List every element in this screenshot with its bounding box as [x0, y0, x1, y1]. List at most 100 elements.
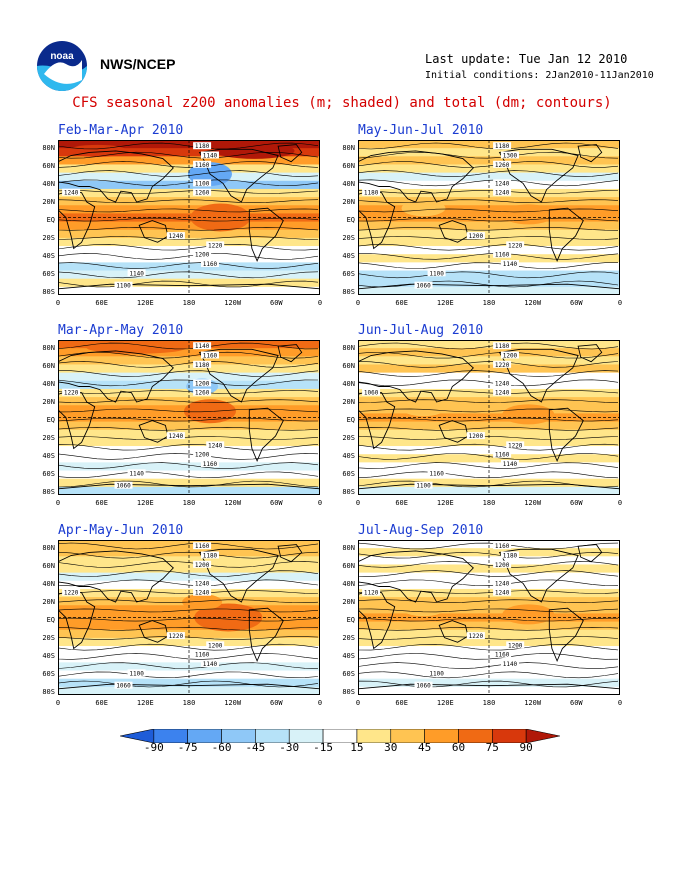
height-contour: [57, 342, 319, 350]
contour-label: 1240: [495, 590, 510, 597]
contour-label: 1260: [195, 390, 210, 397]
contour-label-bg: [193, 342, 212, 350]
contour-label: 1200: [503, 353, 518, 360]
longitude-tick-label: 120W: [224, 299, 242, 307]
height-contour: [57, 462, 319, 469]
contour-label-bg: [62, 588, 81, 596]
height-contour: [57, 208, 319, 213]
panel-title: Apr-May-Jun 2010: [58, 523, 184, 538]
latitude-tick-label: 80N: [342, 344, 355, 352]
height-contour: [357, 417, 619, 422]
contour-label: 1240: [64, 190, 79, 197]
height-contour: [57, 653, 319, 660]
height-contour: [57, 599, 319, 604]
contour-label: 1140: [129, 270, 144, 277]
contour-label: 1220: [64, 590, 79, 597]
coastline: [357, 150, 474, 203]
contour-label-bg: [200, 460, 219, 467]
latitude-tick-label: 80N: [42, 144, 55, 152]
contour-label: 1180: [203, 553, 218, 560]
height-contour: [57, 551, 319, 559]
latitude-tick-label: 40S: [342, 252, 355, 260]
contour-label: 1240: [195, 580, 210, 587]
contour-label: 1200: [195, 380, 210, 387]
anomaly-band: [358, 364, 620, 374]
contour-label: 1160: [495, 543, 510, 550]
map-canvas: 1160 1180 1200 1240 1240 1220 1200 1160 1140 1100…: [57, 540, 321, 696]
coastline: [248, 607, 284, 663]
longitude-tick-label: 0: [617, 699, 623, 707]
contour-label-bg: [193, 188, 212, 196]
anomaly-band: [58, 478, 320, 488]
anomaly-map: 1180 1140 1160 1100 1260 1240 1220 1200 1160 1140…: [57, 140, 321, 296]
coastline: [577, 544, 603, 563]
contour-label-bg: [493, 542, 512, 550]
contour-label-bg: [193, 250, 212, 258]
contour-label-bg: [193, 579, 212, 587]
anomaly-band: [58, 364, 320, 374]
height-contour: [357, 643, 619, 651]
height-contour: [57, 226, 319, 231]
anomaly-band: [358, 164, 620, 174]
anomaly-band: [58, 388, 320, 398]
height-contour: [357, 379, 619, 387]
latitude-tick-label: EQ: [46, 616, 55, 624]
contour-label: 1180: [495, 343, 510, 350]
figure-title: CFS seasonal z200 anomalies (m; shaded) …: [72, 95, 612, 111]
contour-label: 1140: [503, 461, 518, 468]
longitude-tick-label: 120W: [524, 299, 542, 307]
contour-label-bg: [62, 388, 81, 396]
map-frame: [58, 140, 320, 295]
contour-label-bg: [166, 232, 185, 240]
longitude-tick-label: 60E: [395, 699, 408, 707]
contour-label: 1200: [195, 252, 210, 259]
height-contour: [57, 626, 319, 631]
contour-label-bg: [114, 681, 133, 689]
contour-label: 1160: [495, 652, 510, 659]
contour-label-bg: [200, 660, 219, 667]
longitude-tick-label: 120W: [524, 699, 542, 707]
anomaly-band: [358, 470, 620, 480]
latitude-tick-label: 80S: [42, 288, 55, 296]
height-contour: [57, 590, 319, 594]
contour-label: 1160: [203, 353, 218, 360]
height-contour: [357, 199, 619, 204]
latitude-tick-label: EQ: [46, 216, 55, 224]
height-contour: [357, 243, 619, 251]
height-contour: [357, 561, 619, 568]
map-frame: [58, 540, 320, 695]
height-contour: [357, 190, 619, 194]
height-contour: [357, 227, 619, 231]
latitude-tick-label: 60S: [342, 270, 355, 278]
contour-label: 1300: [503, 153, 518, 160]
contour-label-bg: [506, 241, 525, 249]
height-contour: [57, 190, 319, 194]
height-contour: [357, 462, 619, 469]
contour-label: 1240: [195, 590, 210, 597]
anomaly-band: [58, 229, 320, 239]
anomaly-band: [58, 429, 320, 439]
contour-label: 1100: [116, 283, 131, 290]
longitude-tick-label: 0: [355, 299, 361, 307]
contour-label-bg: [193, 542, 212, 550]
height-contour: [57, 561, 319, 568]
contour-label-bg: [427, 469, 446, 477]
latitude-tick-label: 60S: [342, 470, 355, 478]
height-contour: [357, 570, 619, 577]
latitude-tick-label: EQ: [346, 416, 355, 424]
contour-label-bg: [414, 281, 433, 289]
longitude-tick-label: 60E: [95, 299, 108, 307]
anomaly-band: [358, 654, 620, 663]
height-contour: [57, 417, 319, 422]
height-contour: [357, 142, 619, 150]
contour-label: 1120: [364, 590, 379, 597]
colorbar-tick-label: -60: [211, 741, 232, 754]
latitude-tick-label: 80N: [342, 144, 355, 152]
contour-label: 1200: [495, 562, 510, 569]
anomaly-band: [358, 670, 620, 680]
coastline: [277, 144, 303, 163]
height-contour: [57, 390, 319, 394]
contour-label-bg: [500, 151, 519, 159]
latitude-tick-label: EQ: [346, 616, 355, 624]
map-frame: [358, 540, 620, 695]
